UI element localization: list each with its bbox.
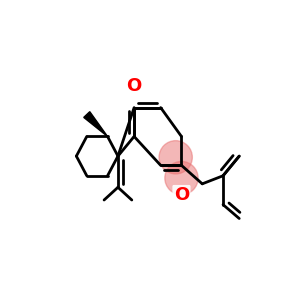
Polygon shape	[84, 112, 108, 136]
Text: O: O	[174, 186, 189, 204]
Text: O: O	[127, 77, 142, 95]
Ellipse shape	[159, 141, 192, 174]
Ellipse shape	[165, 161, 198, 195]
